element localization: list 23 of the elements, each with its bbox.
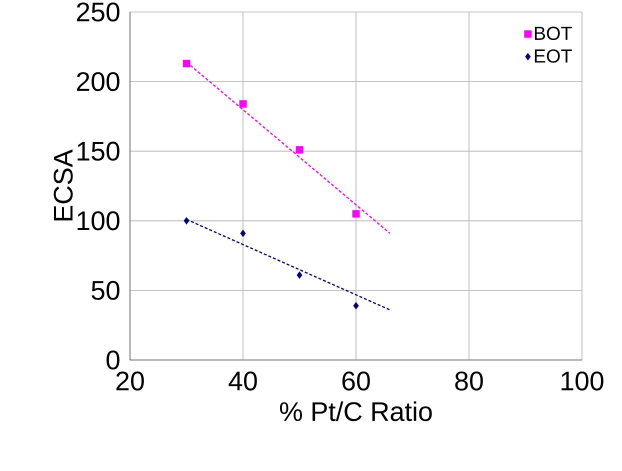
point <box>184 217 190 224</box>
y-tick-label: 50 <box>92 280 120 300</box>
point <box>296 271 302 279</box>
x-tick-label: 100 <box>562 372 604 391</box>
legend-label: EOT <box>534 49 572 63</box>
y-axis-title: ECSA <box>54 149 73 220</box>
y-tick-label: 200 <box>76 72 120 92</box>
y-tick-label: 100 <box>78 211 120 230</box>
point <box>240 230 246 238</box>
point <box>353 302 359 310</box>
point <box>296 146 304 154</box>
x-tick-label: 80 <box>455 372 483 391</box>
y-tick-label: 0 <box>106 350 120 370</box>
x-tick-label: 40 <box>228 372 257 391</box>
y-tick-label: 150 <box>78 142 120 161</box>
x-tick-label: 20 <box>116 372 144 391</box>
y-tick-label: 250 <box>76 2 120 22</box>
point <box>182 60 190 68</box>
x-tick-label: 60 <box>342 372 370 391</box>
x-axis-title: % Pt/C Ratio <box>280 401 432 422</box>
point <box>239 100 247 108</box>
legend-label: BOT <box>534 26 572 40</box>
point <box>352 210 360 218</box>
